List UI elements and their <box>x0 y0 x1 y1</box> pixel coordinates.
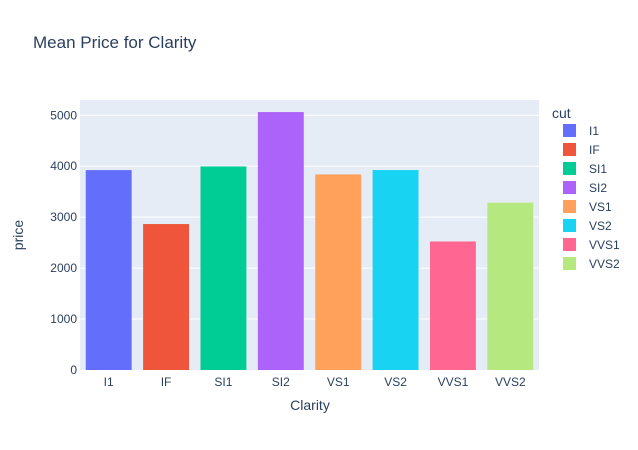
legend-swatch[interactable] <box>563 219 576 232</box>
x-tick-label: IF <box>161 375 172 389</box>
chart-title: Mean Price for Clarity <box>33 33 197 52</box>
x-tick-label: I1 <box>104 375 114 389</box>
legend-swatch[interactable] <box>563 124 576 137</box>
legend-label[interactable]: I1 <box>589 124 599 138</box>
legend-swatch[interactable] <box>563 257 576 270</box>
x-tick-label: VS1 <box>327 375 350 389</box>
legend-label[interactable]: VS2 <box>589 219 612 233</box>
bar-si1[interactable] <box>200 166 247 370</box>
bar-vs2[interactable] <box>372 170 419 370</box>
x-axis-title: Clarity <box>290 397 330 413</box>
bar-vs1[interactable] <box>315 174 362 370</box>
y-axis-title: price <box>10 220 26 251</box>
x-tick-label: VS2 <box>384 375 407 389</box>
y-axis-ticks: 0 1000 2000 3000 4000 5000 <box>50 108 77 377</box>
bar-i1[interactable] <box>85 170 132 370</box>
y-tick-label: 0 <box>70 363 77 377</box>
legend-label[interactable]: SI2 <box>589 181 607 195</box>
legend-title: cut <box>552 105 571 121</box>
y-tick-label: 4000 <box>50 159 77 173</box>
y-tick-label: 1000 <box>50 312 77 326</box>
y-tick-label: 2000 <box>50 261 77 275</box>
legend-swatch[interactable] <box>563 143 576 156</box>
bar-vvs2[interactable] <box>487 202 534 370</box>
x-tick-label: VVS2 <box>495 375 526 389</box>
legend-label[interactable]: VVS2 <box>589 257 620 271</box>
bar-vvs1[interactable] <box>429 241 476 370</box>
x-tick-label: VVS1 <box>438 375 469 389</box>
x-tick-label: SI1 <box>214 375 232 389</box>
bars <box>85 112 534 371</box>
legend-swatch[interactable] <box>563 181 576 194</box>
legend[interactable]: cut I1 IF SI1 SI2 VS1 VS2 VVS1 VVS2 <box>552 105 620 271</box>
x-axis-ticks: I1 IF SI1 SI2 VS1 VS2 VVS1 VVS2 <box>104 375 526 389</box>
bar-if[interactable] <box>143 224 190 370</box>
y-tick-label: 5000 <box>50 108 77 122</box>
legend-label[interactable]: SI1 <box>589 162 607 176</box>
legend-label[interactable]: VVS1 <box>589 238 620 252</box>
bar-si2[interactable] <box>257 112 304 371</box>
legend-swatch[interactable] <box>563 162 576 175</box>
legend-label[interactable]: VS1 <box>589 200 612 214</box>
legend-swatch[interactable] <box>563 200 576 213</box>
x-tick-label: SI2 <box>272 375 290 389</box>
legend-swatch[interactable] <box>563 238 576 251</box>
legend-label[interactable]: IF <box>589 143 600 157</box>
y-tick-label: 3000 <box>50 210 77 224</box>
